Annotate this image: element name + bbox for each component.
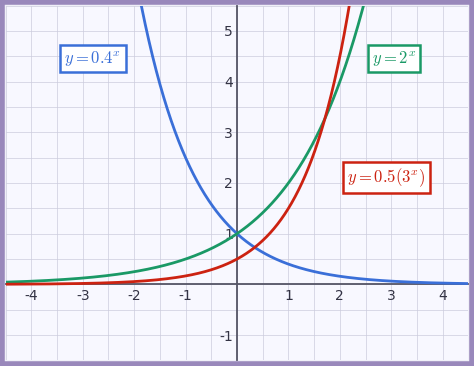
Text: $y = 2^x$: $y = 2^x$ (372, 49, 416, 68)
Text: $y = 0.4^x$: $y = 0.4^x$ (64, 49, 121, 68)
Text: $y = 0.5(3^x)$: $y = 0.5(3^x)$ (347, 167, 425, 189)
